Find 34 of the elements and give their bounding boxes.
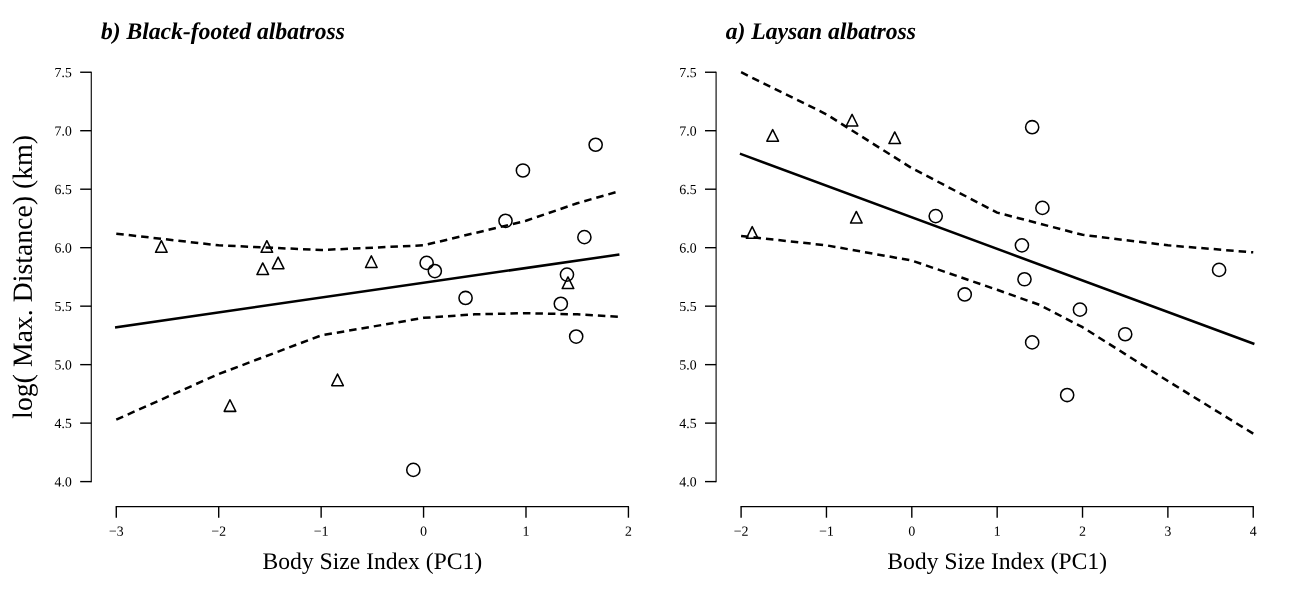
x-tick-label: −3	[109, 526, 124, 536]
y-tick-label: 5.5	[55, 301, 72, 312]
chart-title: b) Black-footed albatross	[101, 22, 345, 44]
x-tick-label: 3	[1165, 526, 1171, 536]
chart-title: a) Laysan albatross	[726, 22, 916, 44]
y-tick-label: 4.0	[54, 477, 72, 487]
x-tick-label: 4	[1250, 526, 1257, 536]
y-tick-label: 7.0	[55, 126, 72, 136]
x-tick-label: 2	[625, 526, 632, 536]
y-tick-label: 7.5	[55, 67, 72, 78]
y-tick-label: 5.0	[55, 360, 72, 370]
x-axis-title: Body Size Index (PC1)	[888, 552, 1106, 575]
y-tick-label: 6.0	[55, 243, 72, 253]
x-tick-label: −1	[819, 526, 834, 536]
x-tick-label: 0	[420, 526, 427, 536]
y-tick-label: 4.0	[679, 477, 697, 487]
x-tick-label: 2	[1079, 526, 1086, 536]
x-tick-label: 1	[523, 526, 529, 536]
y-tick-label: 7.0	[680, 126, 697, 136]
y-tick-label: 7.5	[680, 67, 697, 78]
y-tick-label: 6.5	[55, 184, 72, 195]
y-axis-title: log( Max. Distance) (km)	[12, 136, 38, 419]
y-tick-label: 5.5	[680, 301, 697, 312]
x-tick-label: 1	[994, 526, 1000, 536]
y-tick-label: 6.0	[679, 243, 697, 253]
x-axis-title: Body Size Index (PC1)	[263, 552, 482, 575]
y-tick-label: 4.5	[54, 418, 72, 429]
y-tick-label: 6.5	[679, 184, 697, 195]
x-tick-label: −1	[314, 526, 328, 536]
y-tick-label: 4.5	[679, 418, 697, 429]
x-tick-label: 0	[908, 526, 915, 536]
x-tick-label: −2	[734, 526, 748, 536]
y-tick-label: 5.0	[680, 360, 697, 370]
x-tick-label: −2	[212, 526, 226, 536]
